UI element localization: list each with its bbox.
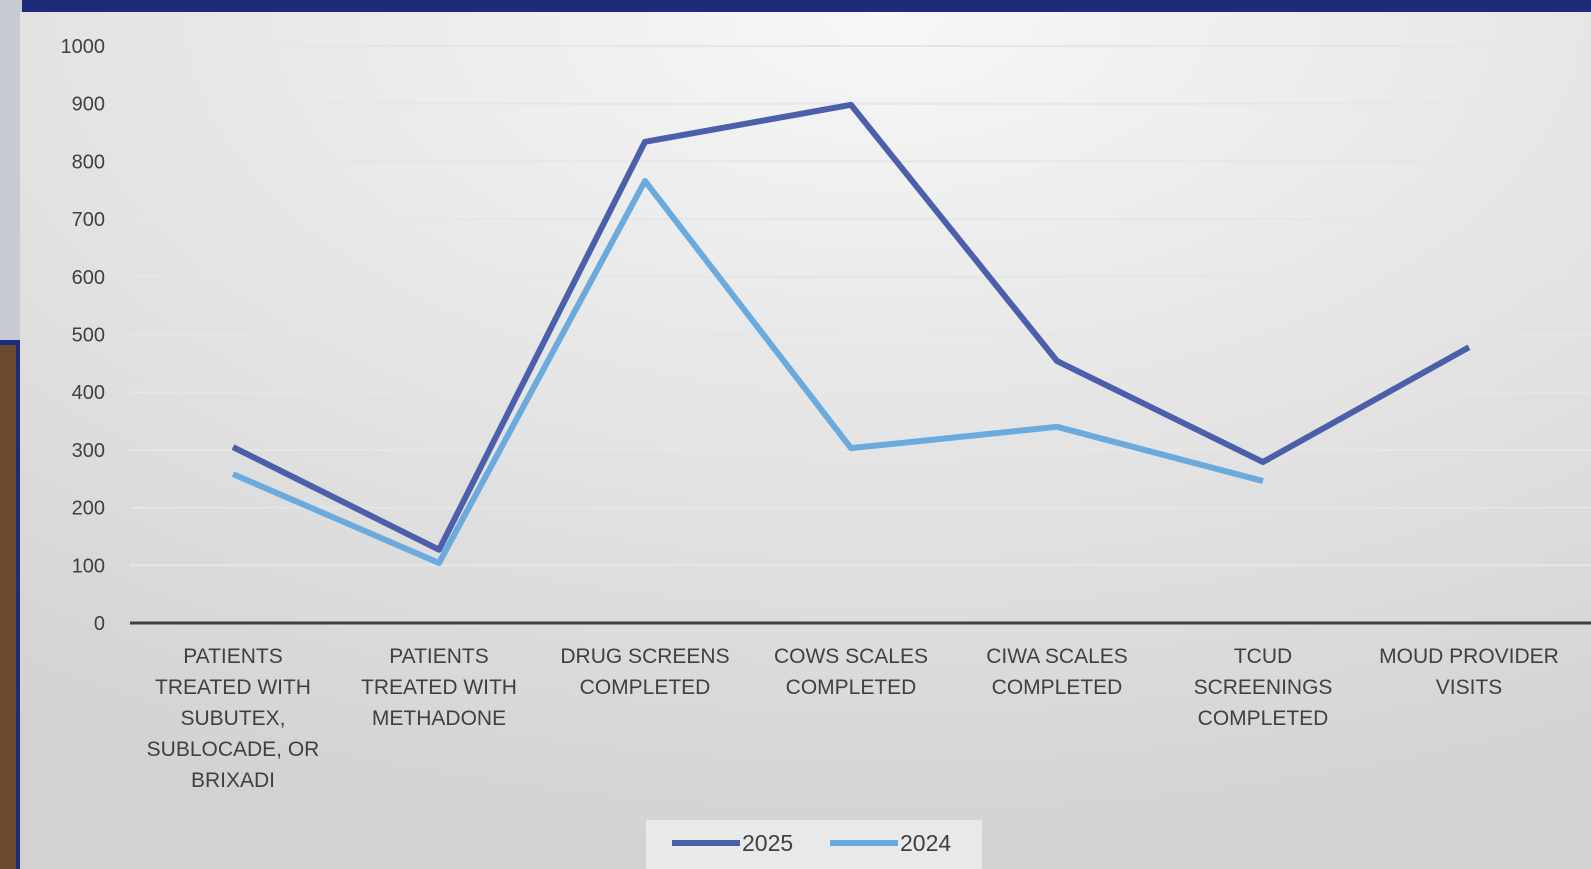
y-tick-label: 500 [72, 325, 105, 347]
series-line [231, 101, 1471, 553]
y-tick-label: 600 [72, 267, 105, 289]
x-tick-label: PATIENTS TREATED WITH SUBUTEX, SUBLOCADE… [146, 645, 320, 792]
y-tick-label: 300 [72, 440, 105, 462]
y-tick-label: 900 [72, 94, 105, 116]
y-tick-label: 200 [72, 498, 105, 520]
x-tick-label: TCUD SCREENINGS COMPLETED [1193, 645, 1333, 730]
y-tick-label: 800 [72, 151, 105, 173]
plot-background [20, 12, 1591, 869]
x-tick-label: CIWA SCALES COMPLETED [986, 645, 1128, 699]
y-tick-label: 400 [72, 382, 105, 404]
y-tick-label: 100 [72, 555, 105, 577]
y-tick-label: 700 [72, 209, 105, 231]
y-tick-label: 0 [94, 613, 105, 635]
x-tick-label: DRUG SCREENS COMPLETED [560, 645, 730, 699]
side-photo [0, 345, 16, 869]
x-tick-label: COWS SCALES COMPLETED [773, 645, 929, 699]
x-tick-label: PATIENTS TREATED WITH METHADONE [361, 645, 517, 730]
side-panel [0, 0, 22, 340]
series-line [231, 178, 1264, 566]
y-tick-label: 1000 [61, 36, 106, 58]
legend-label: 2025 [742, 830, 793, 856]
legend-label: 2024 [900, 830, 951, 856]
x-tick-label: MOUD PROVIDER VISITS [1379, 645, 1559, 699]
